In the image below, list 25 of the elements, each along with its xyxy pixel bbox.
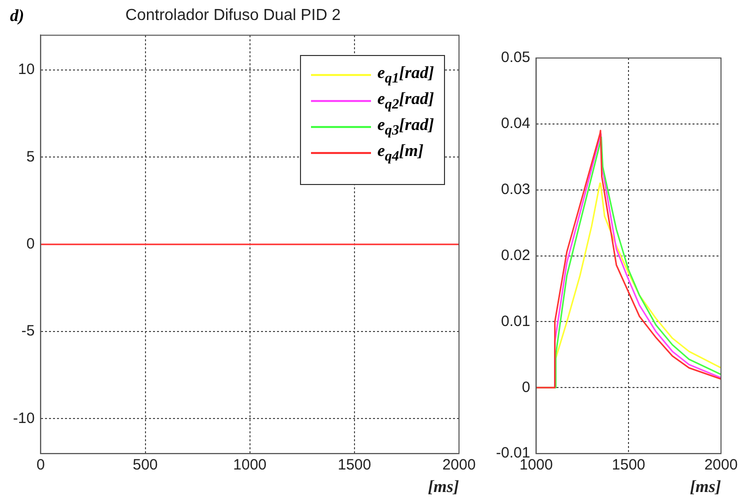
y-tick-label: 0.05 [500, 49, 530, 66]
y-tick-label: 0.04 [500, 115, 530, 132]
x-tick-label: 2000 [704, 456, 738, 474]
x-axis-title: [ms] [690, 477, 722, 496]
y-tick-label: -10 [12, 410, 35, 427]
legend-label: e$_{q2}$[rad] [377, 88, 434, 114]
x-tick-label: 1000 [233, 456, 267, 474]
text: d) [10, 6, 24, 26]
legend-label: e$_{q3}$[rad] [377, 114, 434, 140]
y-tick-label: 0.02 [500, 246, 530, 264]
x-tick-label: 1500 [612, 456, 646, 474]
x-tick-label: 500 [132, 456, 158, 474]
x-tick-label: 2000 [442, 456, 476, 474]
y-tick-label: -5 [21, 322, 35, 340]
y-tick-label: 10 [18, 61, 35, 78]
y-tick-label: 0 [26, 236, 35, 253]
y-tick-label: 0.03 [500, 181, 530, 198]
x-axis-title: [ms] [428, 477, 460, 496]
y-tick-label: 5 [26, 148, 35, 166]
y-tick-label: 0 [522, 378, 530, 396]
legend-label: e$_{q1}$[rad] [377, 62, 434, 88]
x-tick-label: 1500 [338, 456, 372, 474]
y-tick-label: 0.01 [500, 312, 530, 330]
chart-title: Controlador Difuso Dual PID 2 [125, 7, 341, 24]
legend-label: e$_{q4}$[m] [377, 140, 424, 166]
